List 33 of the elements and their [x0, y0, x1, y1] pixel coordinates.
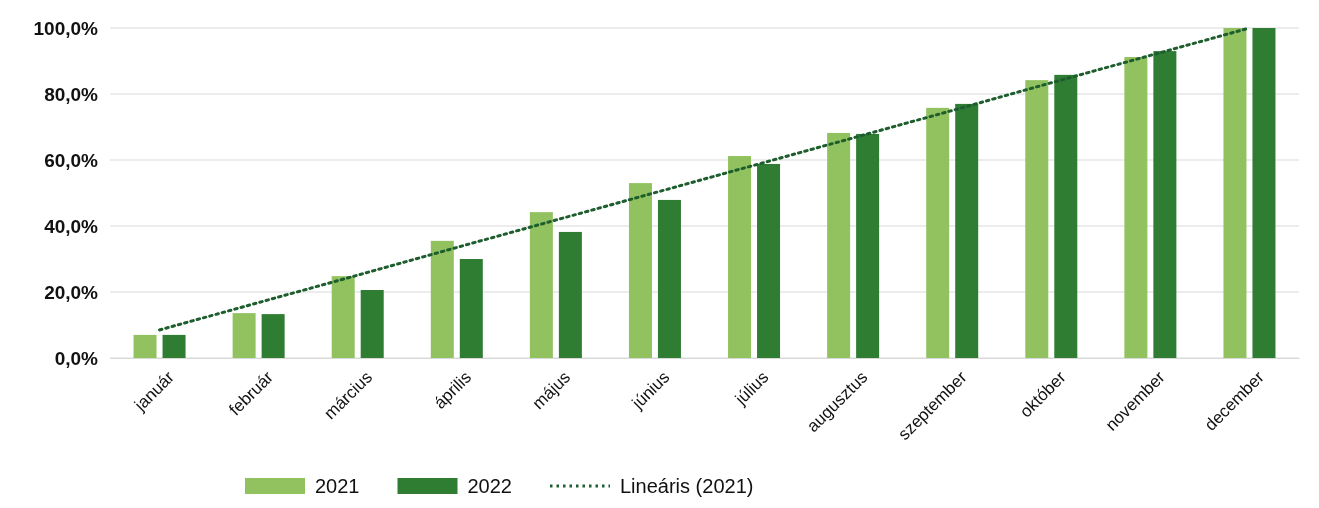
legend-label: 2022 — [467, 475, 512, 497]
y-tick-label: 80,0% — [44, 83, 99, 105]
bar — [757, 163, 781, 358]
bar — [459, 259, 483, 358]
bar — [657, 199, 681, 358]
bar — [728, 156, 752, 358]
bar — [827, 132, 851, 358]
bar — [162, 334, 186, 358]
legend-label: Lineáris (2021) — [620, 475, 754, 497]
bar — [232, 313, 256, 358]
bar — [558, 231, 582, 358]
bar — [926, 107, 950, 358]
bar — [360, 290, 384, 358]
bar — [261, 314, 285, 358]
bar — [1025, 80, 1049, 358]
bar — [1252, 28, 1276, 358]
bar — [331, 276, 355, 358]
bar — [1153, 51, 1177, 358]
bar — [133, 334, 157, 358]
y-tick-label: 60,0% — [44, 149, 99, 171]
bar — [1223, 28, 1247, 358]
bar — [955, 103, 979, 358]
y-tick-label: 0,0% — [54, 347, 99, 369]
bar — [856, 133, 880, 358]
bar — [628, 183, 652, 358]
bar — [529, 212, 553, 358]
y-tick-label: 20,0% — [44, 281, 99, 303]
y-tick-label: 40,0% — [44, 215, 99, 237]
legend-label: 2021 — [315, 475, 360, 497]
bar — [430, 240, 454, 358]
y-tick-label: 100,0% — [33, 17, 99, 39]
bar — [1124, 57, 1148, 358]
bar — [1054, 74, 1078, 358]
